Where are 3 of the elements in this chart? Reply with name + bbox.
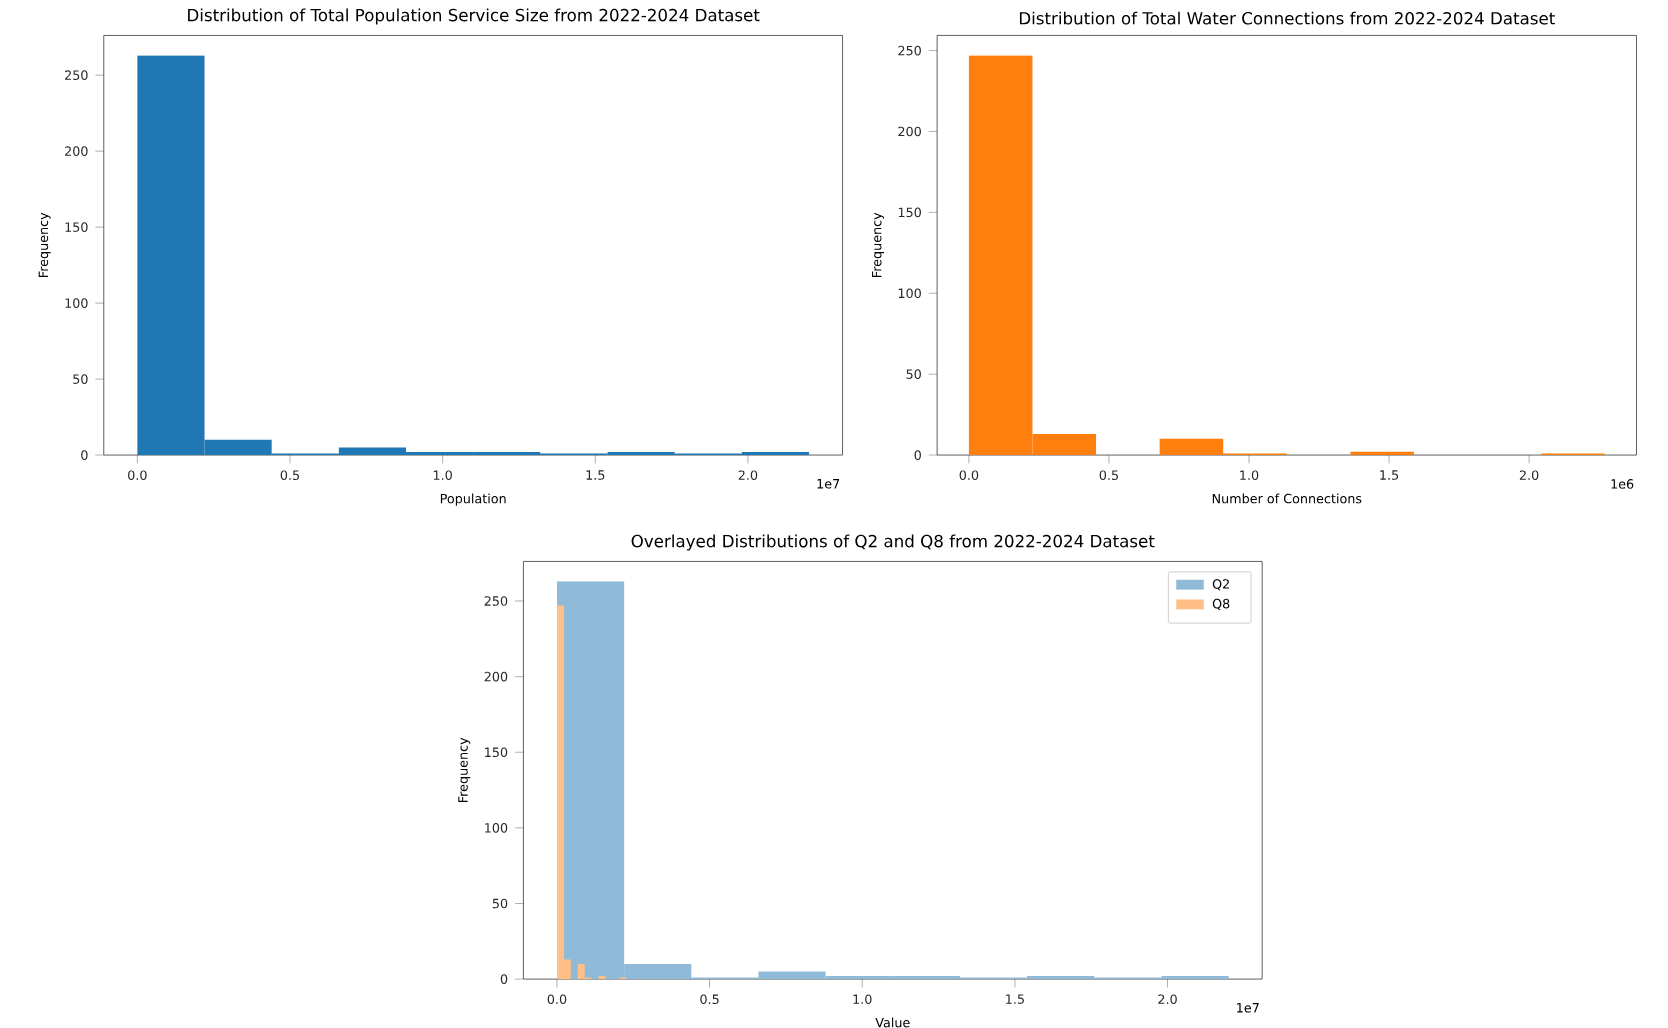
chart-title: Distribution of Total Water Connections from 2022-2024 Dataset (1019, 11, 1555, 25)
chart-title: Overlayed Distributions of Q2 and Q8 from 2022-2024 Dataset (631, 534, 1155, 551)
chart-title: Distribution of Total Population Service Size from 2022-2024 Dataset (188, 8, 760, 25)
